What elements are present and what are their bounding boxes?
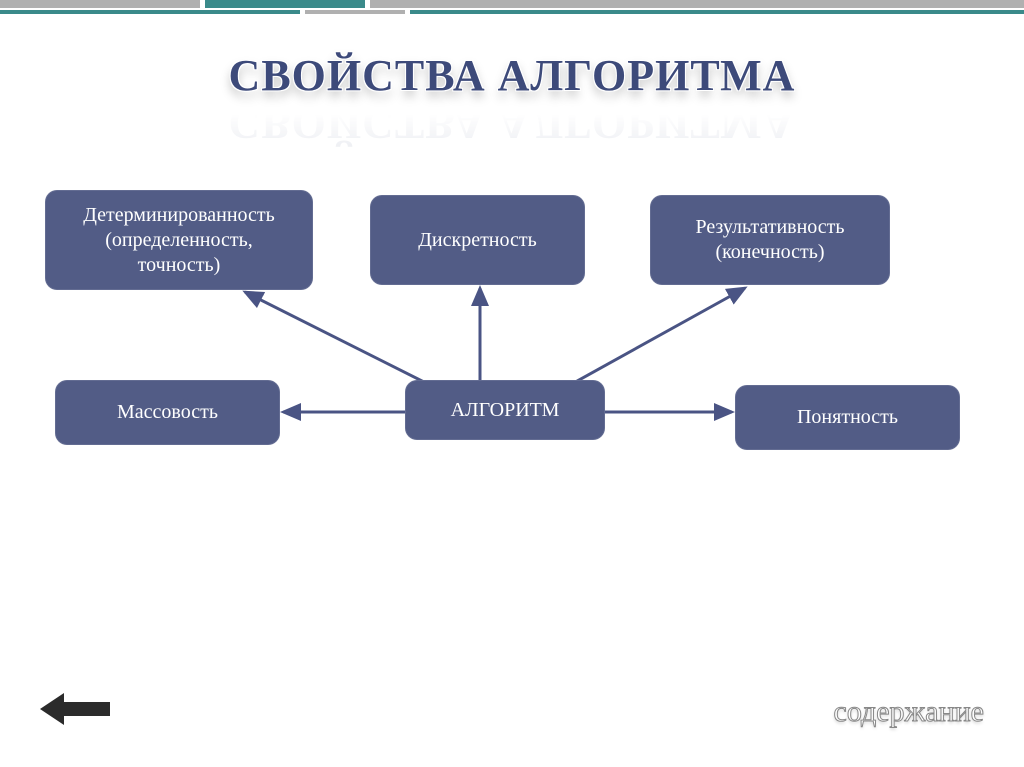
node-left: Массовость xyxy=(55,380,280,445)
page-title: СВОЙСТВА АЛГОРИТМА xyxy=(0,50,1024,101)
edge-center-top_right xyxy=(570,288,745,385)
contents-link[interactable]: содержание xyxy=(834,695,985,729)
node-label: АЛГОРИТМ xyxy=(451,398,560,423)
node-top_right: Результативность (конечность) xyxy=(650,195,890,285)
node-top_mid: Дискретность xyxy=(370,195,585,285)
decor-top-bars xyxy=(0,0,1024,20)
node-label: Понятность xyxy=(797,405,898,430)
node-label: Массовость xyxy=(117,400,218,425)
node-label: Детерминированность (определенность, точ… xyxy=(83,203,275,278)
page-title-reflection: СВОЙСТВА АЛГОРИТМА xyxy=(0,98,1024,149)
node-right: Понятность xyxy=(735,385,960,450)
edge-center-top_left xyxy=(245,292,430,385)
node-label: Результативность (конечность) xyxy=(695,215,844,265)
node-center: АЛГОРИТМ xyxy=(405,380,605,440)
node-top_left: Детерминированность (определенность, точ… xyxy=(45,190,313,290)
back-arrow-button[interactable] xyxy=(40,691,110,732)
node-label: Дискретность xyxy=(418,228,537,253)
